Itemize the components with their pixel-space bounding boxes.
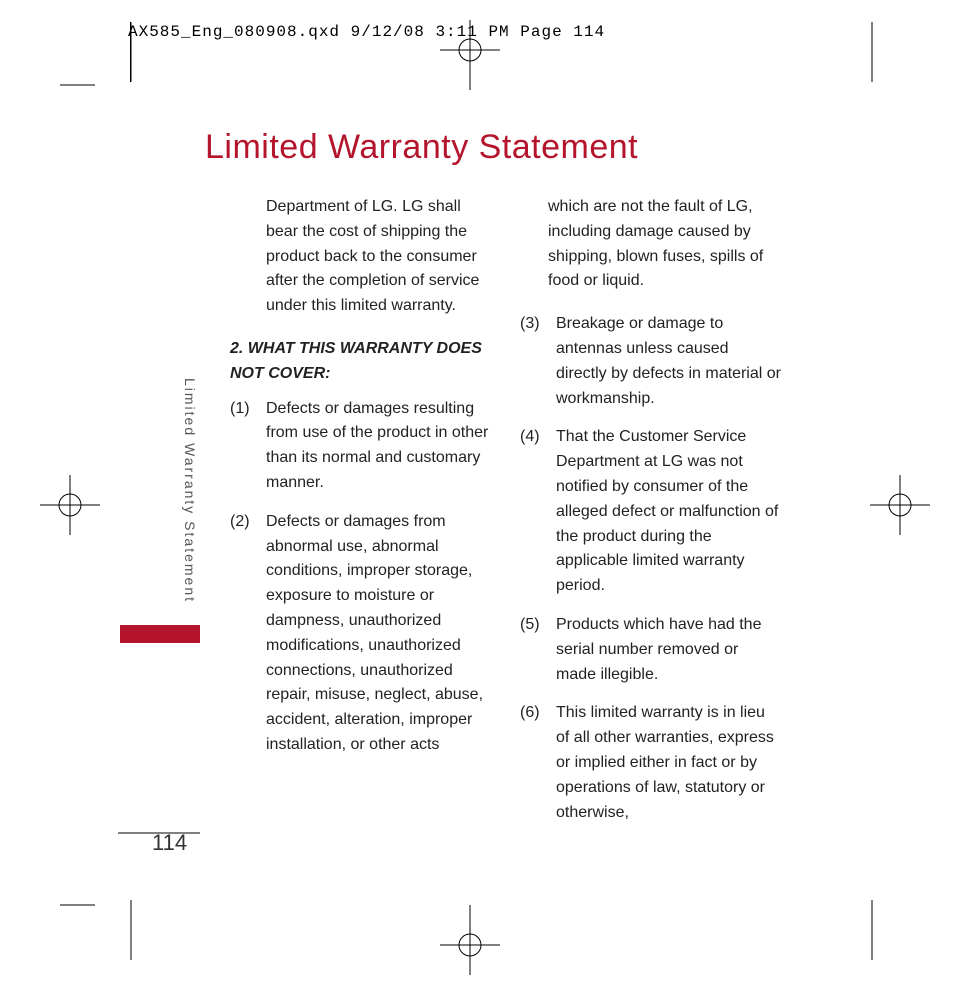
crop-line-top-left-v — [130, 22, 132, 82]
crop-mark-top-left — [130, 22, 170, 82]
list-item: (2) Defects or damages from abnormal use… — [230, 510, 492, 758]
item-text: That the Customer Service Department at … — [556, 425, 782, 599]
item-number: (3) — [520, 312, 556, 411]
item-number: (6) — [520, 701, 556, 825]
item-number: (5) — [520, 613, 556, 687]
item-number: (4) — [520, 425, 556, 599]
list-item: (5) Products which have had the serial n… — [520, 613, 782, 687]
page: AX585_Eng_080908.qxd 9/12/08 3:11 PM Pag… — [0, 0, 954, 982]
item-text: Breakage or damage to antennas unless ca… — [556, 312, 782, 411]
print-header: AX585_Eng_080908.qxd 9/12/08 3:11 PM Pag… — [128, 23, 605, 41]
intro-paragraph: Department of LG. LG shall bear the cost… — [266, 195, 492, 319]
registration-right — [870, 475, 930, 535]
sidebar-section-label: Limited Warranty Statement — [182, 378, 198, 603]
list-item: (3) Breakage or damage to antennas unles… — [520, 312, 782, 411]
item-text: Products which have had the serial numbe… — [556, 613, 782, 687]
item-text: Defects or damages from abnormal use, ab… — [266, 510, 492, 758]
sidebar-tab-marker — [120, 625, 200, 643]
page-title: Limited Warranty Statement — [205, 128, 638, 167]
item-number: (1) — [230, 397, 266, 496]
registration-bottom — [440, 905, 500, 975]
crop-line-bot-left-v — [130, 900, 132, 960]
crop-line-bot-right-v — [871, 900, 873, 960]
list-item: (1) Defects or damages resulting from us… — [230, 397, 492, 496]
item-text: This limited warranty is in lieu of all … — [556, 701, 782, 825]
column-left: Department of LG. LG shall bear the cost… — [230, 195, 492, 772]
crop-line-top-right-v — [871, 22, 873, 82]
crop-corner-bl — [60, 895, 100, 915]
list-item: (4) That the Customer Service Department… — [520, 425, 782, 599]
section-heading: 2. WHAT THIS WARRANTY DOES NOT COVER: — [230, 337, 492, 387]
continuation-paragraph: which are not the fault of LG, including… — [548, 195, 782, 294]
item-number: (2) — [230, 510, 266, 758]
crop-corner-tl — [60, 75, 100, 95]
registration-top — [440, 20, 500, 90]
column-right: which are not the fault of LG, including… — [520, 195, 782, 839]
list-item: (6) This limited warranty is in lieu of … — [520, 701, 782, 825]
item-text: Defects or damages resulting from use of… — [266, 397, 492, 496]
registration-left — [40, 475, 100, 535]
page-number: 114 — [152, 830, 187, 856]
